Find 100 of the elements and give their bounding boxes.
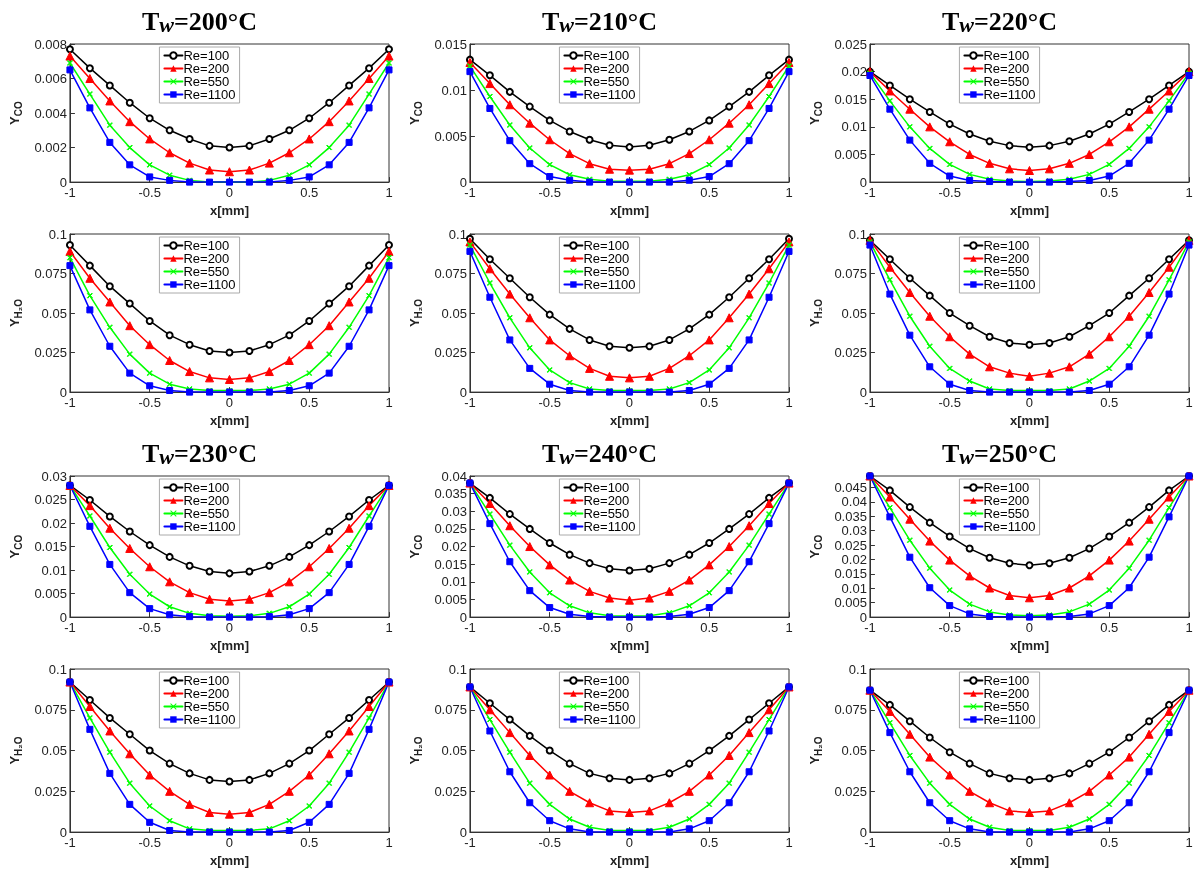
x-tick-label: -0.5: [538, 395, 561, 411]
legend-label: Re=550: [983, 74, 1030, 89]
x-tick-label: 0.5: [700, 185, 719, 201]
x-tick-label: 0.5: [300, 185, 319, 201]
y-axis-title: YCO: [7, 100, 24, 125]
x-axis-title: x[mm]: [609, 853, 649, 868]
legend-label: Re=200: [583, 251, 630, 266]
y-tick-label: 0: [859, 384, 867, 400]
legend-label: Re=1100: [983, 519, 1036, 534]
y-tick-label: 0.025: [34, 492, 67, 508]
legend-label: Re=550: [583, 264, 630, 279]
x-tick-label: 0: [1025, 185, 1034, 201]
y-tick-label: 0.1: [48, 226, 67, 242]
x-tick-label: 0: [1025, 835, 1034, 851]
x-axis-title: x[mm]: [609, 413, 649, 428]
y-tick-label: 0.02: [841, 552, 867, 568]
x-tick-label: 1: [385, 185, 393, 201]
y-axis-title: YH₂O: [807, 736, 824, 765]
y-tick-label: 0.025: [34, 783, 67, 799]
y-tick-label: 0.025: [834, 537, 867, 553]
x-tick-label: -0.5: [538, 620, 561, 636]
y-tick-label: 0.025: [434, 783, 467, 799]
x-tick-label: 0.5: [700, 620, 719, 636]
y-tick-label: 0.025: [434, 521, 467, 537]
x-axis-title: x[mm]: [1009, 203, 1049, 218]
chart-title: Tw=240°C: [542, 438, 658, 469]
y-tick-label: 0: [59, 174, 67, 190]
y-axis-title: YH₂O: [407, 736, 424, 765]
legend-label: Re=1100: [183, 519, 236, 534]
x-tick-label: 0: [1025, 395, 1034, 411]
y-tick-label: 0.015: [434, 556, 467, 572]
x-axis-title: x[mm]: [609, 638, 649, 653]
y-tick-label: 0.01: [841, 580, 867, 596]
x-tick-label: -0.5: [138, 185, 161, 201]
y-tick-label: 0.002: [34, 140, 67, 156]
chart-title: Tw=250°C: [942, 438, 1058, 469]
legend-label: Re=200: [183, 686, 230, 701]
legend-label: Re=1100: [183, 87, 236, 102]
x-tick-label: 0.5: [300, 835, 319, 851]
y-axis-title: YH₂O: [7, 736, 24, 765]
y-tick-label: 0: [859, 824, 867, 840]
y-tick-label: 0.015: [34, 539, 67, 555]
legend-label: Re=100: [583, 48, 630, 63]
y-tick-label: 0.04: [441, 468, 467, 484]
x-tick-label: 0: [225, 620, 234, 636]
legend-label: Re=200: [983, 493, 1030, 508]
y-tick-label: 0: [459, 174, 467, 190]
x-tick-label: 1: [1185, 835, 1193, 851]
y-tick-label: 0: [859, 174, 867, 190]
legend-label: Re=100: [183, 673, 230, 688]
y-tick-label: 0: [59, 824, 67, 840]
y-axis-title: YCO: [407, 534, 424, 559]
y-tick-label: 0.025: [34, 345, 67, 361]
legend-label: Re=100: [183, 48, 230, 63]
y-tick-label: 0.045: [834, 480, 867, 496]
y-tick-label: 0.01: [841, 119, 867, 135]
legend-label: Re=550: [183, 506, 230, 521]
y-tick-label: 0.075: [434, 266, 467, 282]
legend-label: Re=1100: [183, 712, 236, 727]
x-axis-title: x[mm]: [1009, 853, 1049, 868]
chart-title: Tw=230°C: [142, 438, 258, 469]
y-tick-label: 0.005: [34, 586, 67, 602]
x-tick-label: 0: [225, 185, 234, 201]
legend-label: Re=550: [983, 506, 1030, 521]
y-axis-title: YH₂O: [407, 298, 424, 328]
y-tick-label: 0.02: [841, 64, 867, 80]
x-axis-title: x[mm]: [1009, 638, 1049, 653]
legend-label: Re=550: [583, 699, 630, 714]
y-tick-label: 0.006: [34, 71, 67, 87]
y-tick-label: 0.075: [834, 266, 867, 282]
y-tick-label: 0: [459, 609, 467, 625]
x-tick-label: 0.5: [1100, 395, 1119, 411]
y-axis-title: YH₂O: [807, 298, 824, 328]
y-tick-label: 0.03: [441, 503, 467, 519]
legend-label: Re=200: [983, 61, 1030, 76]
y-tick-label: 0.015: [834, 566, 867, 582]
x-tick-label: 1: [785, 620, 793, 636]
y-tick-label: 0.025: [834, 345, 867, 361]
y-tick-label: 0.025: [434, 345, 467, 361]
legend-label: Re=100: [983, 480, 1030, 495]
legend-label: Re=200: [183, 61, 230, 76]
x-axis-title: x[mm]: [1009, 413, 1049, 428]
legend-label: Re=100: [583, 480, 630, 495]
x-tick-label: 0.5: [300, 620, 319, 636]
legend-label: Re=200: [983, 686, 1030, 701]
x-axis-title: x[mm]: [209, 203, 249, 218]
x-axis-title: x[mm]: [609, 203, 649, 218]
x-axis-title: x[mm]: [209, 853, 249, 868]
y-tick-label: 0.008: [34, 36, 67, 52]
chart-title: Tw=210°C: [542, 6, 658, 37]
legend-label: Re=100: [583, 673, 630, 688]
x-tick-label: 0: [225, 395, 234, 411]
x-tick-label: 1: [385, 620, 393, 636]
x-tick-label: -0.5: [938, 395, 961, 411]
legend-label: Re=550: [983, 264, 1030, 279]
y-tick-label: 0.005: [834, 146, 867, 162]
y-axis-title: YCO: [807, 534, 824, 559]
y-tick-label: 0.035: [834, 508, 867, 524]
x-tick-label: 0: [625, 620, 634, 636]
chart-title: Tw=200°C: [142, 6, 258, 37]
